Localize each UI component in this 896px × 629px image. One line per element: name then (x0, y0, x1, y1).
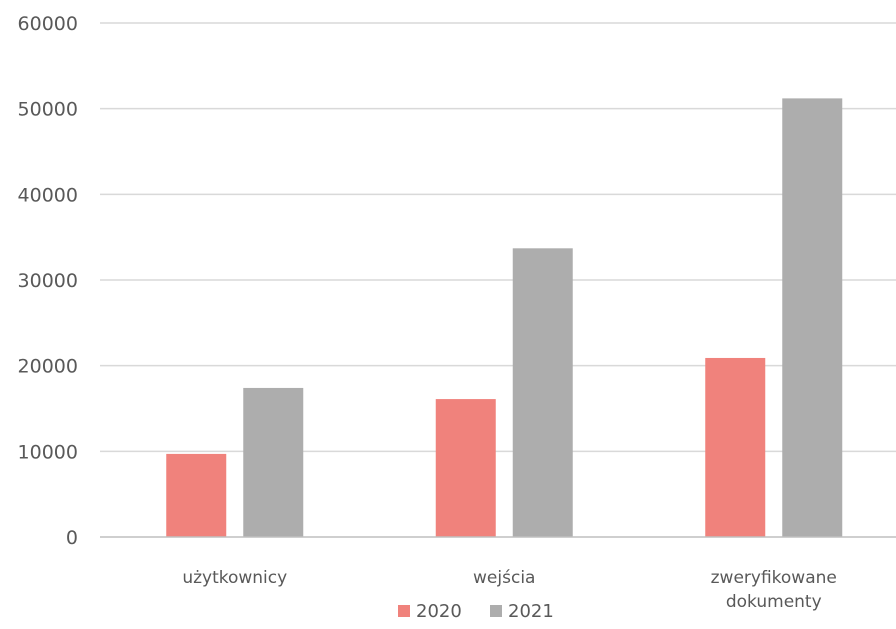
x-category-label-2: zweryfikowane dokumenty (711, 568, 837, 612)
legend-label-2021: 2021 (508, 601, 554, 622)
bar-2021-2 (782, 98, 843, 538)
gridlines (100, 22, 896, 453)
x-category-label-line: zweryfikowane (711, 568, 837, 588)
x-category-label-line: dokumenty (726, 592, 822, 612)
legend-swatch-2021 (490, 605, 502, 617)
legend-swatch-2020 (398, 605, 410, 617)
y-tick-label-30000: 30000 (18, 270, 78, 292)
bar-2021-1 (512, 248, 573, 537)
y-tick-label-50000: 50000 (18, 99, 78, 121)
y-tick-label-20000: 20000 (18, 356, 78, 378)
x-category-label-line: wejścia (473, 568, 535, 588)
y-tick-label-60000: 60000 (18, 13, 78, 35)
bar-2020-0 (166, 453, 227, 537)
y-tick-label-40000: 40000 (18, 184, 78, 206)
x-category-label-line: użytkownicy (182, 568, 287, 588)
legend: 2020 2021 (398, 601, 554, 622)
y-tick-label-10000: 10000 (18, 441, 78, 463)
x-axis-category-labels: użytkownicy wejścia zweryfikowane dokumenty (182, 568, 837, 612)
x-category-label-1: wejścia (473, 568, 535, 588)
y-axis-tick-labels: 0 10000 20000 30000 40000 50000 60000 (18, 13, 78, 549)
x-category-label-0: użytkownicy (182, 568, 287, 588)
bar-2020-2 (705, 357, 766, 537)
bars (166, 98, 843, 538)
legend-label-2020: 2020 (416, 601, 462, 622)
bar-2020-1 (435, 399, 496, 537)
bar-2021-0 (243, 387, 304, 537)
y-tick-label-0: 0 (66, 527, 78, 549)
